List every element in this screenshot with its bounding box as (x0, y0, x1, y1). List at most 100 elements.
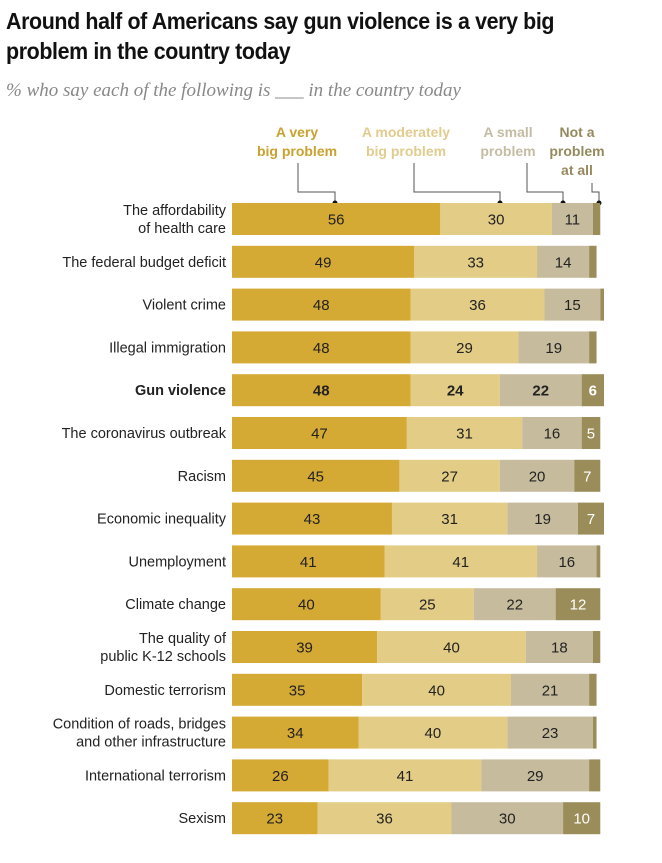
bar-segment-small (507, 502, 578, 535)
bar-segment-not-at-all (555, 588, 601, 621)
bar-segment-small (473, 588, 556, 621)
bar-segment-not-at-all (577, 502, 604, 535)
bar-row-illegal-immigration: Illegal immigration 48 29 19 (109, 331, 597, 364)
chart-title: Around half of Americans say gun violenc… (6, 8, 555, 64)
leader-line-small (526, 163, 564, 203)
bar-segment-moderately-big (410, 288, 545, 321)
data-label-moderately-big: 40 (443, 640, 460, 657)
data-label-very-big: 56 (328, 212, 345, 229)
category-label: International terrorism (85, 768, 226, 784)
bar-segment-very-big (232, 374, 411, 407)
bar-segment-small (499, 374, 582, 407)
bar-row-the-federal-budget-deficit: The federal budget deficit 49 33 14 (62, 245, 597, 278)
category-label: Domestic terrorism (104, 683, 226, 699)
bar-segment-small (537, 545, 597, 578)
bar-segment-small (537, 245, 590, 278)
legend-label: at all (561, 162, 593, 178)
data-label-very-big: 49 (315, 254, 332, 271)
bar-segment-moderately-big (377, 631, 526, 663)
legend-leader-lines (297, 163, 602, 206)
bar-segment-small (499, 459, 575, 492)
bar-segment-moderately-big (391, 502, 508, 535)
data-label-moderately-big: 41 (452, 554, 469, 571)
category-label: Unemployment (128, 554, 226, 570)
data-label-very-big: 39 (296, 640, 313, 657)
legend-label: A very (276, 124, 319, 140)
category-label: The federal budget deficit (62, 255, 226, 271)
category-label: Climate change (125, 597, 226, 613)
bar-segment-moderately-big (399, 459, 500, 492)
bar-segment-not-at-all (589, 673, 597, 706)
data-label-small: 18 (551, 640, 568, 657)
data-label-moderately-big: 31 (456, 426, 473, 443)
legend-label: problem (480, 143, 535, 159)
bar-segment-not-at-all (563, 802, 601, 835)
data-label-very-big: 48 (313, 340, 330, 357)
data-label-very-big: 34 (287, 725, 304, 742)
category-label: Economic inequality (97, 512, 227, 528)
data-label-very-big: 23 (266, 811, 283, 828)
data-label-very-big: 35 (289, 682, 306, 699)
bar-segment-very-big (232, 631, 378, 663)
data-label-not-at-all: 12 (570, 597, 587, 614)
category-label: The quality of (139, 631, 227, 647)
data-label-moderately-big: 30 (488, 212, 505, 229)
data-label-small: 20 (529, 468, 546, 485)
chart-subtitle: % who say each of the following is ___ i… (6, 80, 461, 101)
bar-segment-small (451, 802, 564, 835)
data-label-moderately-big: 40 (425, 725, 442, 742)
data-label-small: 14 (555, 254, 572, 271)
legend-label: big problem (257, 143, 337, 159)
category-label: public K-12 schools (100, 649, 226, 665)
data-label-not-at-all: 7 (587, 511, 595, 528)
bar-row-the-coronavirus-outbreak: The coronavirus outbreak 47 31 16 5 (62, 417, 601, 449)
legend-label: A moderately (362, 124, 450, 140)
legend-item-moderately-big: A moderately big problem (362, 124, 450, 159)
bar-segment-not-at-all (600, 288, 604, 321)
bar-segment-moderately-big (414, 245, 538, 278)
bar-segment-not-at-all (596, 545, 601, 578)
data-label-small: 22 (532, 383, 549, 400)
bar-row-unemployment: Unemployment 41 41 16 (128, 545, 601, 578)
bar-segment-small (481, 759, 590, 792)
data-label-moderately-big: 25 (419, 597, 436, 614)
category-label: of health care (138, 221, 226, 237)
category-label: Sexism (178, 811, 226, 827)
bar-segment-not-at-all (592, 716, 597, 749)
data-label-small: 15 (564, 297, 581, 314)
bar-segment-moderately-big (317, 802, 452, 835)
data-label-small: 23 (542, 725, 559, 742)
bar-segment-moderately-big (440, 203, 552, 235)
legend: A very big problem A moderately big problem… (257, 124, 605, 178)
data-label-moderately-big: 31 (441, 511, 458, 528)
category-label: Illegal immigration (109, 340, 226, 356)
category-label: Racism (178, 469, 226, 485)
legend-item-not-at-all: Not a problem at all (549, 124, 604, 178)
bar-segment-not-at-all (581, 374, 604, 407)
bar-segment-small (525, 631, 593, 663)
data-label-moderately-big: 33 (467, 254, 484, 271)
data-label-small: 21 (542, 682, 559, 699)
bar-segment-very-big (232, 759, 329, 792)
data-label-small: 30 (499, 811, 516, 828)
category-label: Violent crime (142, 298, 226, 314)
data-label-moderately-big: 36 (469, 297, 486, 314)
data-label-very-big: 48 (313, 383, 330, 400)
bar-segment-very-big (232, 502, 392, 535)
bar-row-domestic-terrorism: Domestic terrorism 35 40 21 (104, 673, 597, 706)
bar-segment-not-at-all (581, 417, 601, 449)
legend-label: big problem (366, 143, 446, 159)
data-label-moderately-big: 41 (397, 768, 414, 785)
bar-segment-very-big (232, 459, 400, 492)
bar-row-gun-violence: Gun violence 48 24 22 6 (135, 374, 604, 407)
leader-line-not-at-all (591, 183, 600, 203)
legend-item-small: A small problem (480, 124, 535, 159)
data-label-very-big: 43 (304, 511, 321, 528)
bar-segment-not-at-all (589, 331, 597, 364)
bar-segment-very-big (232, 417, 407, 449)
data-label-moderately-big: 24 (447, 383, 464, 400)
data-label-small: 22 (506, 597, 523, 614)
data-label-moderately-big: 29 (456, 340, 473, 357)
bar-row-climate-change: Climate change 40 25 22 12 (125, 588, 601, 621)
